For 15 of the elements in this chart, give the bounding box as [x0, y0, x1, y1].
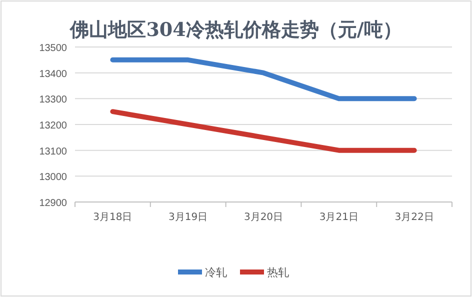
y-tick-label: 12900 — [39, 198, 68, 209]
x-tick-label: 3月20日 — [244, 212, 284, 223]
y-tick-label: 13200 — [39, 120, 68, 132]
x-tick-label: 3月21日 — [319, 212, 358, 223]
y-tick-label: 13500 — [39, 43, 68, 54]
legend-label: 冷轧 — [205, 266, 227, 279]
y-tick-label: 13400 — [39, 68, 68, 80]
y-tick-label: 13300 — [39, 94, 68, 106]
legend-label: 热轧 — [267, 266, 289, 279]
x-tick-label: 3月22日 — [394, 212, 434, 223]
chart-title: 佛山地区304冷热轧价格走势（元/吨） — [69, 19, 402, 41]
x-tick-label: 3月19日 — [168, 212, 208, 223]
x-tick-label: 3月18日 — [93, 212, 132, 223]
y-tick-label: 13000 — [39, 172, 68, 184]
y-tick-label: 13100 — [39, 146, 68, 158]
